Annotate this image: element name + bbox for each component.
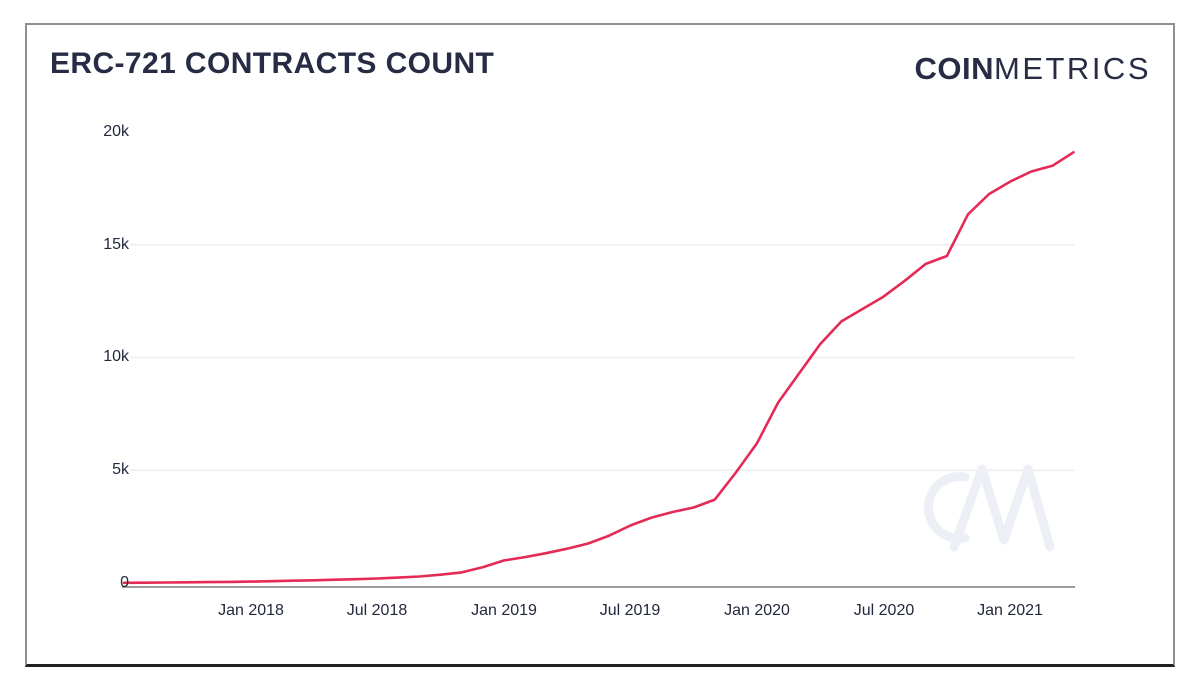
- chart-card: 20k 15k 10k 5k 0 Jan 2018 Jul 2018 Jan 2…: [25, 23, 1175, 667]
- x-axis-tick-label: Jul 2018: [346, 602, 408, 619]
- chart-title: ERC-721 CONTRACTS COUNT: [50, 47, 495, 80]
- x-axis-tick-label: Jan 2020: [724, 602, 790, 619]
- logo-metrics-text: METRICS: [994, 51, 1151, 86]
- y-axis-tick-label: 20k: [103, 123, 129, 140]
- y-axis-tick-label: 15k: [103, 236, 129, 253]
- logo-coin-text: COIN: [914, 51, 994, 86]
- chart-area: 20k 15k 10k 5k 0 Jan 2018 Jul 2018 Jan 2…: [27, 25, 1173, 664]
- coinmetrics-logo: COINMETRICS: [915, 51, 1152, 87]
- x-axis-tick-label: Jul 2020: [853, 602, 915, 619]
- series-line: [122, 151, 1075, 585]
- watermark-cm-icon: [923, 464, 1055, 552]
- y-axis-tick-label: 5k: [112, 461, 129, 478]
- line-chart-svg: [122, 151, 1075, 588]
- y-axis-tick-label: 10k: [103, 348, 129, 365]
- x-axis-tick-label: Jan 2021: [977, 602, 1043, 619]
- y-axis-tick-label: 0: [120, 574, 129, 591]
- x-axis-tick-label: Jan 2018: [218, 602, 284, 619]
- gridlines: [130, 243, 1075, 472]
- x-axis-tick-label: Jan 2019: [471, 602, 537, 619]
- x-axis-tick-label: Jul 2019: [599, 602, 661, 619]
